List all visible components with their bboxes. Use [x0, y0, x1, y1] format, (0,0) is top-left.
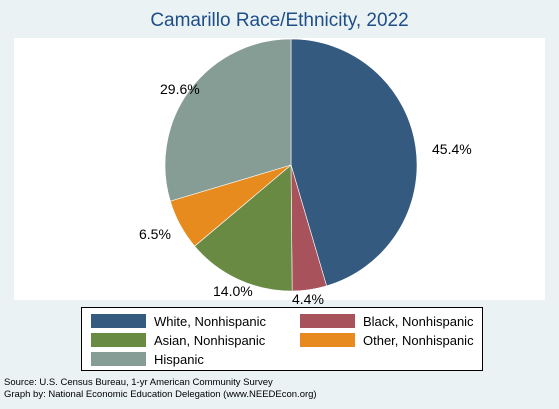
pie-slice-asian [194, 164, 293, 292]
top-strip [0, 0, 559, 6]
pie-chart [164, 38, 418, 292]
legend-item-hispanic: Hispanic [91, 351, 204, 367]
legend-swatch-white [91, 314, 146, 328]
legend-label-white: White, Nonhispanic [154, 313, 266, 329]
legend-swatch-hispanic [91, 352, 146, 366]
slice-label-asian: 14.0% [213, 283, 253, 299]
plot-region: 45.4% 4.4% 14.0% 6.5% 29.6% [14, 38, 545, 307]
legend-swatch-black [300, 314, 355, 328]
pie-slice-hispanic [164, 38, 292, 202]
legend-swatch-other [300, 333, 355, 347]
slice-label-other: 6.5% [139, 226, 171, 242]
slice-label-white: 45.4% [432, 141, 472, 157]
chart-title: Camarillo Race/Ethnicity, 2022 [150, 10, 409, 31]
slice-label-hispanic: 29.6% [160, 81, 200, 97]
legend-item-asian: Asian, Nonhispanic [91, 332, 265, 348]
legend-label-other: Other, Nonhispanic [363, 332, 474, 348]
legend-label-black: Black, Nonhispanic [363, 313, 474, 329]
legend-item-black: Black, Nonhispanic [300, 313, 474, 329]
source-note: Source: U.S. Census Bureau, 1-yr America… [4, 377, 273, 388]
legend-item-other: Other, Nonhispanic [300, 332, 474, 348]
pie-slice-white [290, 38, 418, 287]
legend-label-hispanic: Hispanic [154, 351, 204, 367]
legend-swatch-asian [91, 333, 146, 347]
legend-item-white: White, Nonhispanic [91, 313, 266, 329]
graph-by-note: Graph by: National Economic Education De… [4, 389, 317, 400]
legend: White, Nonhispanic Black, Nonhispanic As… [81, 307, 483, 371]
slice-label-black: 4.4% [292, 291, 324, 307]
legend-label-asian: Asian, Nonhispanic [154, 332, 266, 348]
